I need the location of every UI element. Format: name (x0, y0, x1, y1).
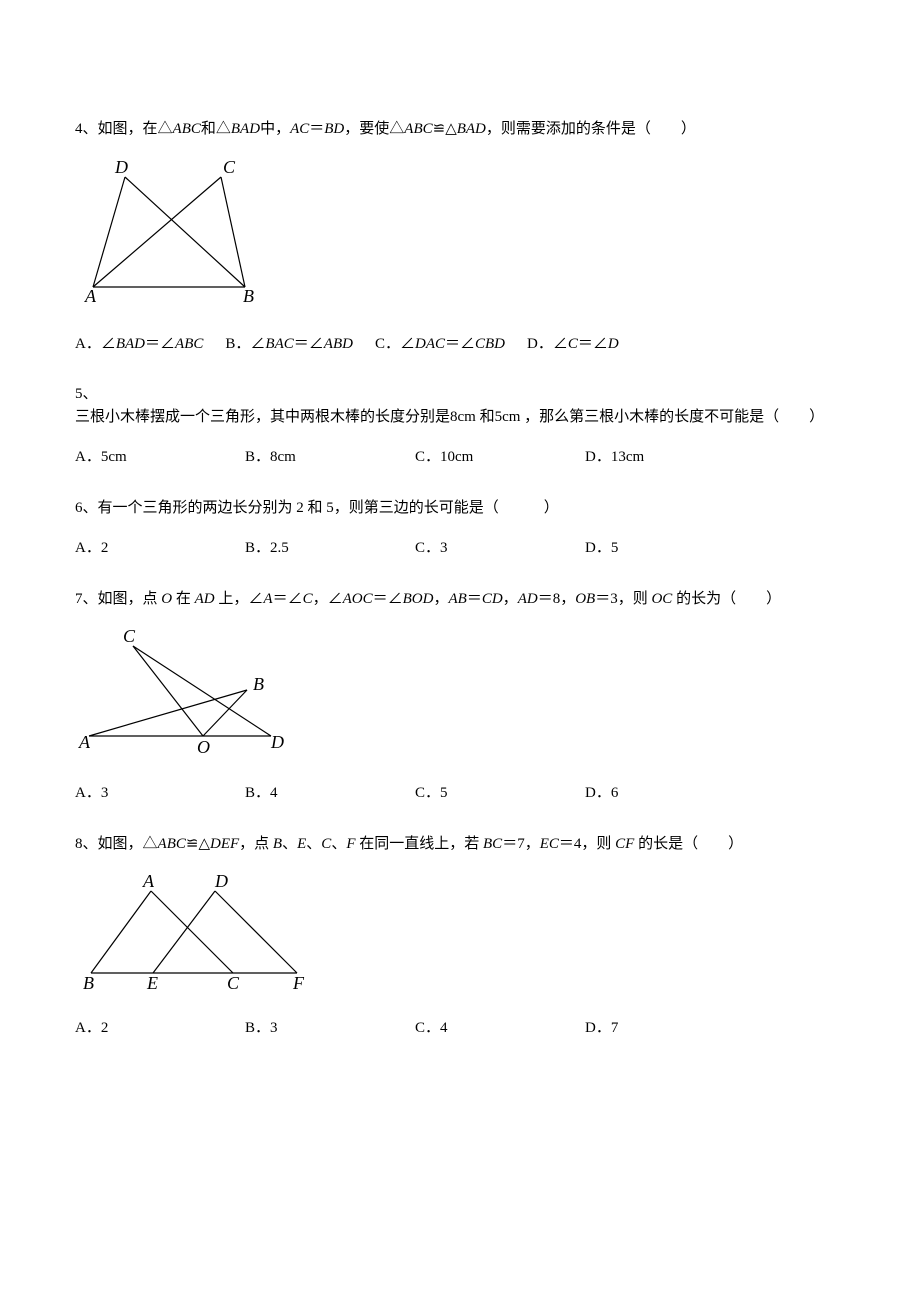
label-O: O (197, 737, 210, 757)
q8-opt-b: B．3 (245, 1017, 415, 1040)
q8-number: 8、 (75, 836, 98, 852)
label-A: A (78, 732, 91, 752)
q4-opt-a: A．∠BAD＝∠ABC (75, 333, 203, 356)
q5-options: A．5cm B．8cm C．10cm D．13cm (75, 446, 845, 469)
label-C: C (123, 628, 136, 646)
q8-figure: B E C F A D (75, 873, 845, 993)
q6-number: 6、 (75, 500, 98, 516)
q4-number: 4、 (75, 121, 98, 137)
q4-text: 4、如图，在△ABC和△BAD中，AC＝BD，要使△ABC≌△BAD，则需要添加… (75, 118, 845, 141)
q6-opt-c: C．3 (415, 537, 585, 560)
q7-options: A．3 B．4 C．5 D．6 (75, 782, 845, 805)
label-F: F (292, 973, 305, 993)
label-E: E (146, 973, 158, 993)
q8-options: A．2 B．3 C．4 D．7 (75, 1017, 845, 1040)
q8-opt-c: C．4 (415, 1017, 585, 1040)
q4-figure: A B D C (75, 159, 845, 309)
q7-text: 7、如图，点 O 在 AD 上，∠A＝∠C，∠AOC＝∠BOD，AB＝CD，AD… (75, 588, 845, 611)
q6-text: 6、有一个三角形的两边长分别为 2 和 5，则第三边的长可能是（ ） (75, 497, 845, 520)
label-D: D (270, 732, 284, 752)
label-C: C (223, 159, 236, 177)
q8-opt-a: A．2 (75, 1017, 245, 1040)
q5-opt-a: A．5cm (75, 446, 245, 469)
q5-opt-b: B．8cm (245, 446, 415, 469)
q8-opt-d: D．7 (585, 1017, 755, 1040)
q7-opt-a: A．3 (75, 782, 245, 805)
label-B: B (83, 973, 94, 993)
label-B: B (243, 286, 254, 306)
label-C: C (227, 973, 240, 993)
q8-text: 8、如图，△ABC≌△DEF，点 B、E、C、F 在同一直线上，若 BC＝7，E… (75, 833, 845, 856)
label-D: D (214, 873, 228, 891)
label-A: A (142, 873, 155, 891)
q5-text: 5、三根小木棒摆成一个三角形，其中两根木棒的长度分别是8cm 和5cm ，那么第… (75, 383, 845, 428)
q6-options: A．2 B．2.5 C．3 D．5 (75, 537, 845, 560)
q6-opt-d: D．5 (585, 537, 755, 560)
q7-opt-b: B．4 (245, 782, 415, 805)
q4-opt-b: B．∠BAC＝∠ABD (225, 333, 353, 356)
q7-opt-c: C．5 (415, 782, 585, 805)
q4-opt-d: D．∠C＝∠D (527, 333, 619, 356)
q7-figure: A O D C B (75, 628, 845, 758)
q5-opt-d: D．13cm (585, 446, 755, 469)
q5-opt-c: C．10cm (415, 446, 585, 469)
label-B: B (253, 674, 264, 694)
q7-number: 7、 (75, 591, 98, 607)
label-D: D (114, 159, 128, 177)
q7-opt-d: D．6 (585, 782, 755, 805)
q4-opt-c: C．∠DAC＝∠CBD (375, 333, 505, 356)
q6-opt-a: A．2 (75, 537, 245, 560)
q4-options: A．∠BAD＝∠ABC B．∠BAC＝∠ABD C．∠DAC＝∠CBD D．∠C… (75, 333, 845, 356)
label-A: A (84, 286, 97, 306)
q5-number: 5、 (75, 386, 98, 402)
q6-opt-b: B．2.5 (245, 537, 415, 560)
